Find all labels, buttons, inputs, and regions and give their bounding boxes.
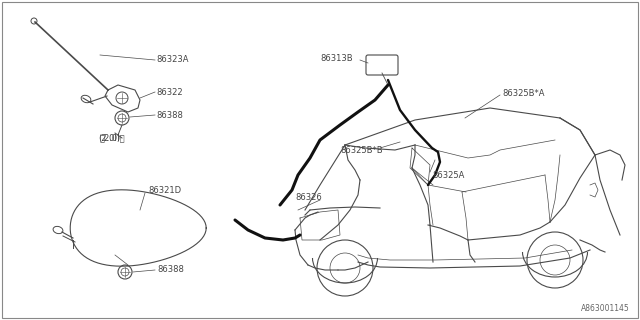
Text: 86321D: 86321D: [148, 186, 181, 195]
Text: 86325B*A: 86325B*A: [502, 89, 545, 98]
Text: 86322: 86322: [156, 87, 182, 97]
Text: 2.0I、: 2.0I、: [100, 133, 125, 142]
Text: 86323A: 86323A: [156, 54, 189, 63]
Text: 86325B*B: 86325B*B: [340, 146, 383, 155]
Text: A863001145: A863001145: [581, 304, 630, 313]
Text: 86326: 86326: [295, 193, 322, 202]
Text: 86388: 86388: [157, 266, 184, 275]
Text: 86313B: 86313B: [320, 53, 353, 62]
Text: 86325A: 86325A: [432, 171, 465, 180]
Text: (2.0I): (2.0I): [98, 133, 120, 142]
Text: 86388: 86388: [156, 110, 183, 119]
